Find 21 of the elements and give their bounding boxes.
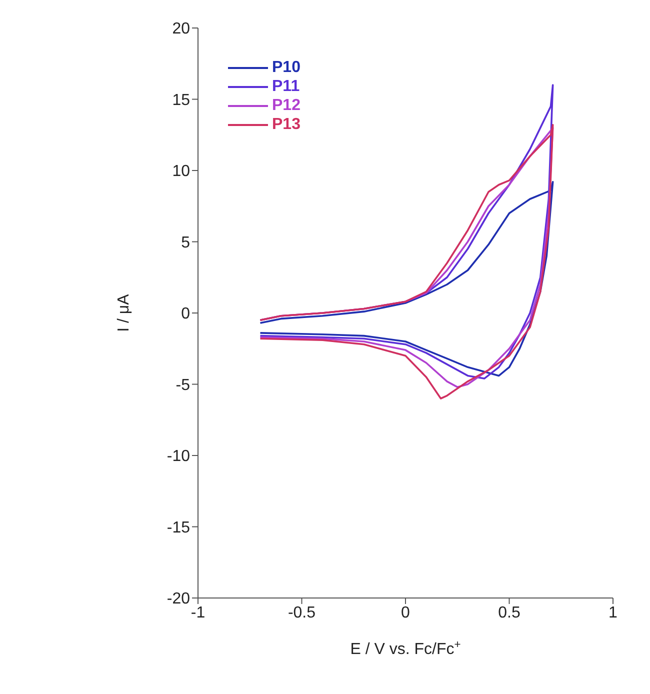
legend-label: P13	[272, 116, 300, 134]
y-tick-label: -10	[166, 448, 190, 466]
x-tick-label: 0	[401, 604, 410, 622]
x-axis-title: E / V vs. Fc/Fc$^{+}$	[350, 639, 461, 658]
legend-label: P12	[272, 96, 300, 114]
y-tick-label: 0	[181, 306, 190, 323]
y-tick-label: 5	[181, 234, 190, 252]
x-tick-label: 1	[608, 604, 618, 622]
y-tick-label: 15	[172, 92, 190, 109]
y-tick-label: 10	[172, 163, 190, 180]
y-tick-label: -5	[176, 376, 190, 394]
y-axis-title: I / μA	[116, 294, 133, 332]
x-tick-label: 0.5	[498, 604, 520, 622]
y-tick-label: -20	[166, 590, 190, 608]
y-tick-label: -15	[166, 519, 190, 536]
line-series	[259, 181, 554, 377]
x-tick-label: -0.5	[288, 604, 316, 622]
legend-label: P10	[272, 58, 300, 76]
y-tick-label: 20	[172, 20, 190, 38]
x-tick-label: -1	[190, 604, 206, 622]
legend-label: P11	[272, 78, 300, 96]
